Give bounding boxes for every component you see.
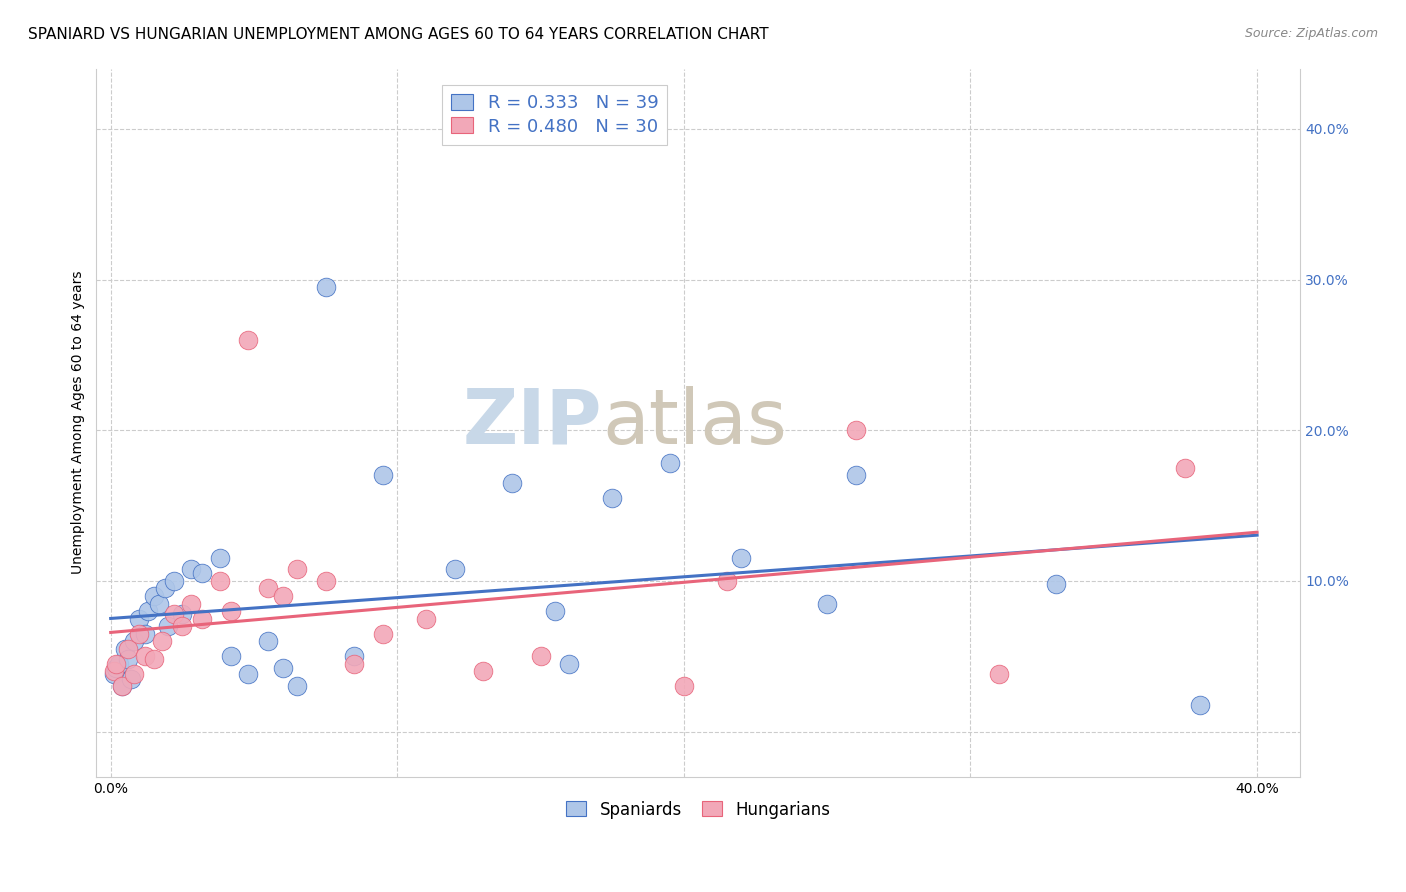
Point bbox=[1045, 577, 1067, 591]
Text: Source: ZipAtlas.com: Source: ZipAtlas.com bbox=[1244, 27, 1378, 40]
Point bbox=[815, 597, 838, 611]
Point bbox=[128, 626, 150, 640]
Point bbox=[845, 423, 868, 437]
Point bbox=[163, 574, 186, 588]
Point bbox=[108, 657, 131, 671]
Point bbox=[122, 634, 145, 648]
Point bbox=[105, 657, 128, 671]
Point bbox=[134, 626, 156, 640]
Point bbox=[117, 641, 139, 656]
Text: ZIP: ZIP bbox=[463, 385, 602, 459]
Point bbox=[150, 634, 173, 648]
Point bbox=[600, 491, 623, 505]
Point bbox=[371, 468, 394, 483]
Point bbox=[191, 566, 214, 581]
Point bbox=[315, 280, 337, 294]
Text: atlas: atlas bbox=[602, 385, 787, 459]
Point bbox=[558, 657, 581, 671]
Point bbox=[142, 589, 165, 603]
Point bbox=[257, 634, 280, 648]
Point bbox=[142, 652, 165, 666]
Legend: Spaniards, Hungarians: Spaniards, Hungarians bbox=[560, 794, 837, 825]
Point bbox=[122, 667, 145, 681]
Point bbox=[120, 672, 142, 686]
Point bbox=[988, 667, 1011, 681]
Point bbox=[415, 612, 437, 626]
Point bbox=[501, 475, 523, 490]
Point bbox=[238, 667, 260, 681]
Point bbox=[343, 649, 366, 664]
Point bbox=[1174, 461, 1197, 475]
Point bbox=[315, 574, 337, 588]
Point bbox=[238, 333, 260, 347]
Point bbox=[219, 649, 242, 664]
Point bbox=[343, 657, 366, 671]
Point bbox=[529, 649, 551, 664]
Point bbox=[208, 574, 231, 588]
Point bbox=[180, 597, 202, 611]
Point bbox=[117, 652, 139, 666]
Point bbox=[153, 582, 176, 596]
Point bbox=[271, 589, 294, 603]
Point bbox=[219, 604, 242, 618]
Point bbox=[136, 604, 159, 618]
Point bbox=[208, 551, 231, 566]
Point bbox=[156, 619, 179, 633]
Point bbox=[730, 551, 752, 566]
Point bbox=[716, 574, 738, 588]
Point bbox=[1188, 698, 1211, 712]
Point bbox=[111, 680, 134, 694]
Point bbox=[111, 680, 134, 694]
Point bbox=[163, 607, 186, 621]
Point bbox=[191, 612, 214, 626]
Y-axis label: Unemployment Among Ages 60 to 64 years: Unemployment Among Ages 60 to 64 years bbox=[72, 271, 86, 574]
Point bbox=[472, 665, 495, 679]
Point bbox=[172, 607, 194, 621]
Point bbox=[658, 456, 681, 470]
Point bbox=[443, 562, 465, 576]
Point bbox=[257, 582, 280, 596]
Point bbox=[103, 665, 125, 679]
Point bbox=[148, 597, 170, 611]
Point bbox=[172, 619, 194, 633]
Point bbox=[180, 562, 202, 576]
Point bbox=[544, 604, 567, 618]
Point bbox=[134, 649, 156, 664]
Point bbox=[285, 562, 308, 576]
Point bbox=[845, 468, 868, 483]
Point bbox=[114, 641, 136, 656]
Point bbox=[672, 680, 695, 694]
Point bbox=[285, 680, 308, 694]
Point bbox=[128, 612, 150, 626]
Point bbox=[105, 661, 128, 675]
Point bbox=[371, 626, 394, 640]
Point bbox=[103, 667, 125, 681]
Point bbox=[271, 661, 294, 675]
Text: SPANIARD VS HUNGARIAN UNEMPLOYMENT AMONG AGES 60 TO 64 YEARS CORRELATION CHART: SPANIARD VS HUNGARIAN UNEMPLOYMENT AMONG… bbox=[28, 27, 769, 42]
